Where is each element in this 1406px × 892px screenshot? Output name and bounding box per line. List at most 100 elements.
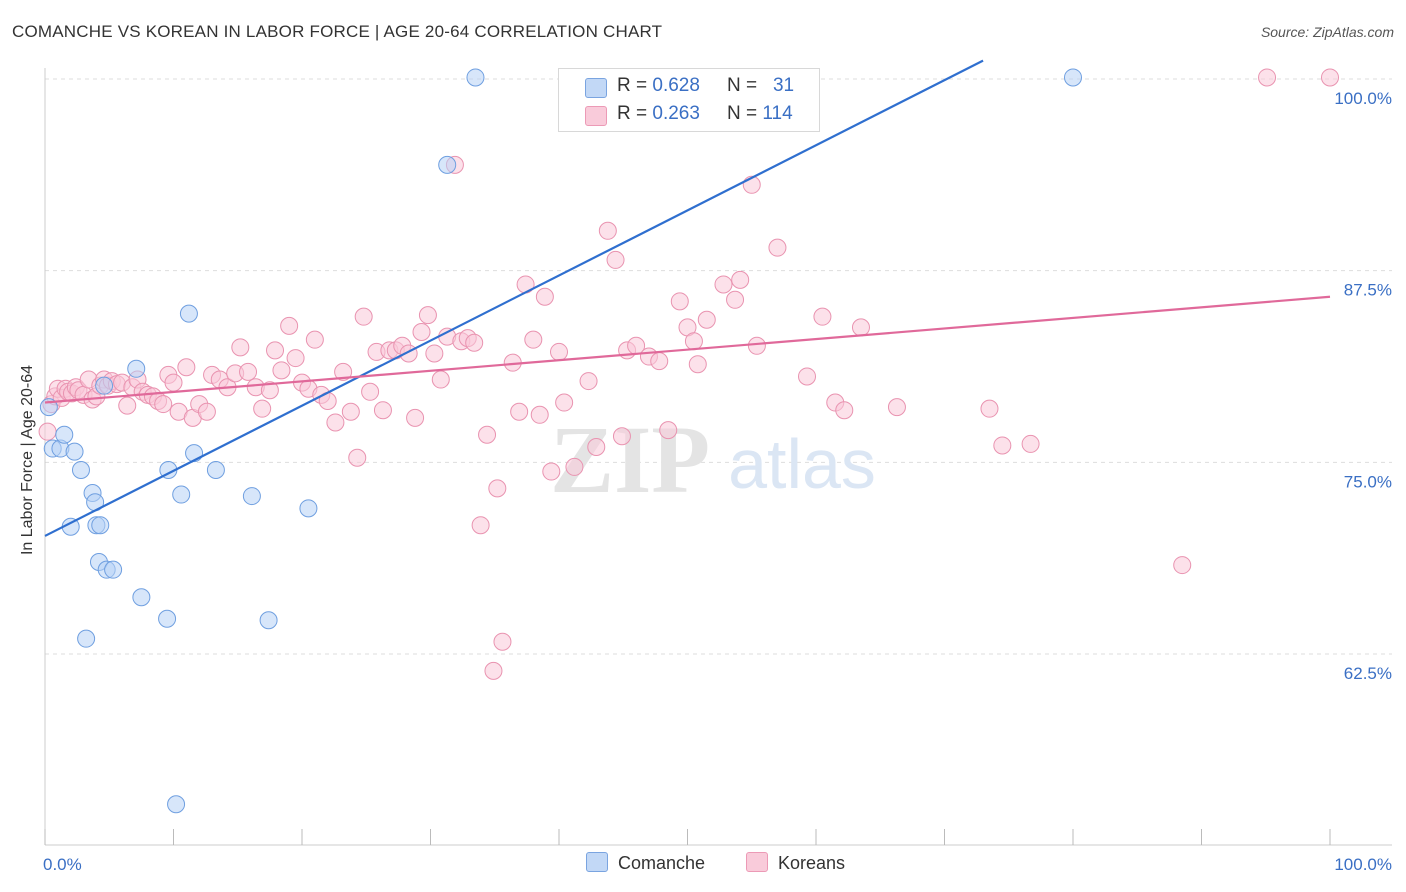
koreans-point: [272, 361, 291, 380]
koreans-point: [1173, 556, 1192, 575]
legend-r-value: 0.263: [652, 103, 700, 124]
comanche-point: [242, 487, 261, 506]
y-axis-title: In Labor Force | Age 20-64: [19, 364, 36, 556]
koreans-point: [535, 287, 554, 306]
koreans-point: [406, 408, 425, 427]
koreans-point: [606, 250, 625, 269]
comanche-point: [158, 609, 177, 628]
comanche-point: [299, 499, 318, 518]
comanche-point: [55, 425, 74, 444]
legend-r-label: R =: [617, 75, 653, 96]
koreans-point: [118, 396, 137, 415]
koreans-point: [980, 399, 999, 418]
koreans-point: [478, 425, 497, 444]
koreans-point: [768, 238, 787, 257]
legend-r-comanche: R = 0.628: [617, 75, 700, 97]
y-tick-label: 87.5%: [1344, 281, 1392, 300]
koreans-point: [164, 373, 183, 392]
legend-r-value: 0.628: [652, 75, 700, 96]
comanche-point: [179, 304, 198, 323]
legend-n-label: N =: [727, 103, 763, 124]
koreans-point: [688, 355, 707, 374]
comanche-point: [206, 461, 225, 479]
koreans-point: [510, 402, 529, 421]
comanche-point: [259, 611, 278, 630]
legend-r-koreans: R = 0.263: [617, 103, 700, 125]
y-tick-label: 75.0%: [1344, 472, 1392, 491]
koreans-point: [747, 336, 766, 355]
koreans-point: [348, 448, 367, 467]
comanche-point: [71, 461, 90, 479]
koreans-point: [341, 402, 360, 421]
koreans-point: [286, 349, 305, 368]
comanche-point: [185, 444, 204, 463]
koreans-point: [231, 338, 250, 357]
x-tick-label: 0.0%: [43, 855, 82, 874]
comanche-point: [91, 516, 110, 535]
koreans-point: [555, 393, 574, 412]
koreans-point: [550, 342, 568, 361]
koreans-point: [260, 381, 279, 400]
legend-n-value: 31: [772, 75, 795, 96]
koreans-point: [587, 438, 606, 456]
koreans-point: [670, 292, 689, 311]
legend-item-koreans: Koreans: [746, 852, 845, 874]
comanche-point: [104, 560, 123, 579]
koreans-point: [835, 401, 854, 420]
comanche-point: [95, 376, 114, 395]
koreans-point: [493, 632, 512, 651]
koreans-point: [813, 307, 832, 326]
koreans-point: [38, 422, 57, 441]
legend-item-comanche: Comanche: [586, 852, 705, 874]
legend-n-koreans: N = 114: [727, 103, 793, 125]
koreans-point: [425, 344, 444, 363]
koreans-point: [731, 270, 750, 289]
y-tick-label: 62.5%: [1344, 664, 1392, 683]
koreans-point: [239, 362, 258, 381]
koreans-point: [412, 323, 431, 341]
points-layer: [38, 68, 1339, 814]
koreans-point: [1021, 434, 1040, 453]
koreans-point: [1321, 68, 1339, 87]
tick-label-layer: 62.5% 75.0% 87.5% 100.0% 0.0% 100.0%: [43, 89, 1392, 874]
koreans-point: [154, 395, 173, 414]
legend-label-koreans: Koreans: [778, 853, 846, 873]
koreans-point: [253, 399, 272, 418]
koreans-point: [354, 307, 373, 326]
legend-n-label: N =: [727, 75, 763, 96]
koreans-point: [465, 333, 484, 352]
koreans-point: [851, 318, 870, 337]
grid-layer: [45, 78, 1392, 655]
koreans-point: [471, 516, 490, 535]
koreans-point: [524, 330, 543, 349]
koreans-point: [798, 367, 817, 386]
koreans-point: [326, 413, 345, 432]
y-tick-label: 100.0%: [1334, 89, 1392, 108]
koreans-point: [334, 362, 353, 381]
koreans-point: [177, 358, 196, 377]
stats-legend: R = 0.628 N = 31 R = 0.263 N = 114: [558, 68, 820, 132]
legend-row-koreans: R = 0.263 N = 114: [559, 99, 819, 129]
koreans-point: [266, 341, 285, 360]
comanche-point: [127, 359, 146, 378]
legend-swatch-koreans: [585, 106, 607, 126]
koreans-point: [726, 290, 745, 309]
legend-label-comanche: Comanche: [618, 853, 706, 873]
koreans-point: [488, 479, 507, 498]
koreans-point: [305, 330, 324, 349]
source-label: Source: ZipAtlas.com: [1260, 24, 1394, 40]
koreans-point: [684, 332, 703, 351]
comanche-point: [1064, 68, 1082, 87]
koreans-point: [579, 372, 598, 391]
koreans-point: [373, 401, 392, 420]
comanche-point: [167, 795, 186, 814]
koreans-point: [659, 421, 678, 440]
comanche-point: [65, 442, 84, 461]
koreans-point: [650, 352, 669, 371]
legend-swatch-comanche: [585, 78, 607, 98]
legend-r-label: R =: [617, 103, 653, 124]
koreans-point: [542, 462, 561, 481]
koreans-point: [1258, 68, 1277, 87]
comanche-point: [77, 629, 96, 648]
